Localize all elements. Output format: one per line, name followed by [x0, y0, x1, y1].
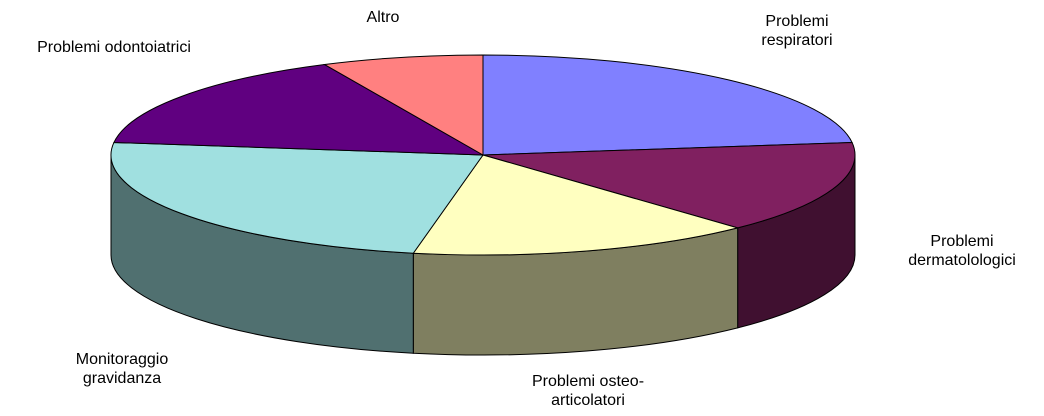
- slice-label: Problemi respiratori: [761, 13, 833, 49]
- slice: [323, 54, 484, 156]
- slice: [110, 141, 484, 254]
- slice: [113, 64, 484, 156]
- slice-label: Monitoraggio gravidanza: [75, 351, 169, 387]
- slice-label: Altro: [366, 9, 400, 26]
- slice-label: Problemi osteo-articolatori: [531, 373, 645, 409]
- slice-label: Problemi odontoiatrici: [37, 39, 191, 56]
- slice: [482, 141, 856, 229]
- slice: [412, 154, 740, 256]
- slice: [482, 54, 853, 156]
- slice-label: Problemi dermatolologici: [908, 233, 1016, 269]
